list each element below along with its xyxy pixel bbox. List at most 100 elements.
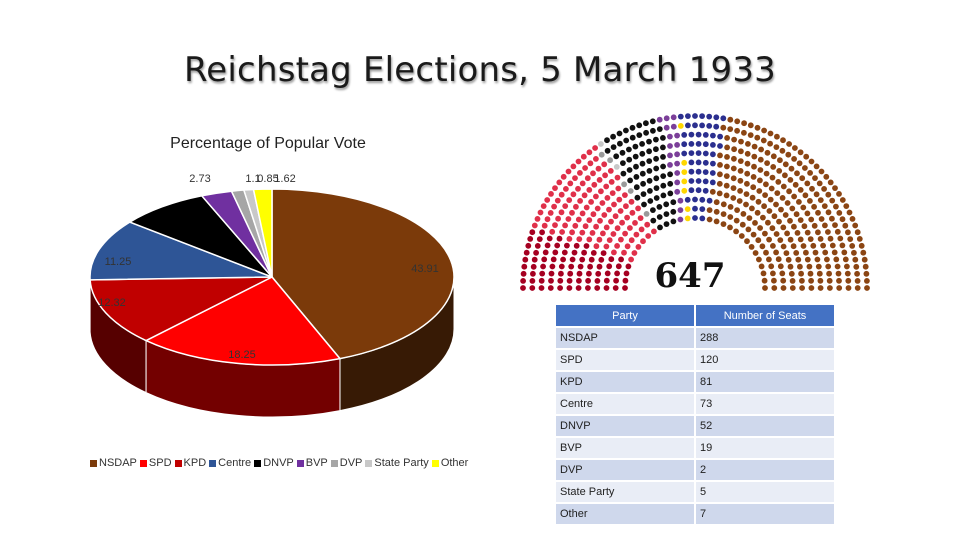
seat-dot: [695, 178, 702, 184]
seat-dot: [854, 278, 861, 284]
seat-dot: [577, 198, 583, 204]
seat-dot: [723, 173, 730, 179]
seat-dot: [854, 270, 860, 277]
table-row: NSDAP 288: [556, 327, 836, 350]
seat-dot: [831, 249, 838, 256]
seat-dot: [713, 123, 720, 130]
seat-dot: [619, 219, 625, 226]
legend-label: DNVP: [263, 457, 294, 469]
seat-dot: [836, 210, 843, 216]
seat-dot: [834, 263, 841, 270]
seat-dot: [688, 159, 695, 166]
seat-dot: [674, 170, 681, 176]
seat-dot: [569, 209, 575, 216]
seats-cell: 120: [695, 349, 836, 372]
seat-dot: [595, 165, 602, 172]
seat-dot: [602, 172, 608, 179]
seat-dot: [829, 215, 835, 222]
pie-data-label: 1.62: [274, 173, 295, 185]
seat-dot: [791, 223, 797, 230]
seat-dot: [794, 170, 800, 177]
seat-dot: [621, 181, 627, 188]
seat-dot: [575, 185, 581, 192]
seat-dot: [598, 151, 605, 158]
seat-dot: [776, 218, 782, 225]
seat-dot: [586, 149, 593, 156]
seat-dot: [616, 196, 623, 203]
seat-dot: [656, 204, 663, 210]
seat-dot: [759, 243, 766, 250]
seat-dot: [737, 168, 744, 174]
table-row: DNVP 52: [556, 415, 836, 438]
seat-dot: [764, 160, 770, 166]
seat-dot: [836, 285, 843, 291]
pie-slice: [89, 221, 273, 281]
seat-dot: [566, 285, 573, 291]
seat-dot: [566, 236, 573, 242]
seat-dot: [677, 113, 684, 120]
seat-dot: [623, 270, 630, 277]
seat-dot: [747, 132, 754, 138]
seat-dot: [530, 270, 536, 277]
seat-dot: [843, 203, 850, 209]
seat-dot: [681, 169, 688, 175]
seat-dot: [572, 175, 578, 181]
seat-dot: [681, 150, 688, 157]
seat-dot: [586, 236, 593, 243]
seat-dot: [727, 126, 734, 132]
seats-cell: 52: [695, 415, 836, 438]
seat-dot: [684, 206, 691, 212]
seat-dot: [663, 124, 670, 131]
seat-dot: [610, 231, 617, 237]
seat-dot: [856, 236, 863, 242]
seat-dot: [816, 180, 823, 187]
seat-dot: [601, 212, 608, 218]
column-header-party: Party: [556, 305, 696, 328]
seat-dot: [695, 168, 702, 175]
seat-dot: [674, 160, 680, 167]
seat-dot: [713, 208, 720, 215]
seat-dot: [758, 263, 765, 270]
seat-dot: [569, 229, 575, 236]
seat-dot: [807, 236, 814, 242]
seat-dot: [603, 183, 610, 190]
legend-item: SPD: [139, 457, 172, 469]
seat-dot: [792, 181, 799, 188]
seat-dot: [745, 226, 752, 233]
seat-dot: [757, 177, 763, 184]
seat-dot: [552, 222, 558, 228]
seat-dot: [767, 196, 774, 203]
seat-dot: [623, 137, 630, 144]
seat-dot: [827, 179, 834, 186]
seat-dot: [534, 243, 541, 249]
seat-dot: [773, 249, 779, 256]
seat-dot: [730, 185, 737, 191]
legend-label: Centre: [218, 457, 252, 469]
seat-dot: [674, 179, 681, 186]
seat-dot: [650, 217, 657, 224]
seat-dot: [702, 187, 709, 194]
seat-dot: [622, 285, 628, 291]
seat-dot: [751, 153, 758, 160]
seat-dot: [737, 188, 743, 194]
seat-dot: [646, 148, 652, 155]
seat-dot: [723, 192, 730, 199]
seat-dot: [594, 285, 601, 291]
seat-dot: [656, 126, 663, 132]
seat-dot: [782, 172, 788, 179]
seat-dot: [777, 157, 783, 164]
seat-dot: [702, 141, 709, 148]
seat-dot: [628, 256, 634, 263]
seat-dot: [540, 263, 546, 270]
seat-dot: [851, 249, 857, 256]
seat-dot: [586, 217, 593, 223]
seat-dot: [709, 179, 716, 186]
seat-dot: [537, 209, 544, 216]
seat-dot: [530, 263, 537, 270]
seat-dot: [730, 165, 737, 172]
seat-dot: [833, 256, 840, 263]
seat-dot: [787, 263, 794, 270]
seat-dot: [813, 163, 820, 170]
seat-dot: [864, 278, 870, 284]
seat-dot: [754, 209, 761, 216]
